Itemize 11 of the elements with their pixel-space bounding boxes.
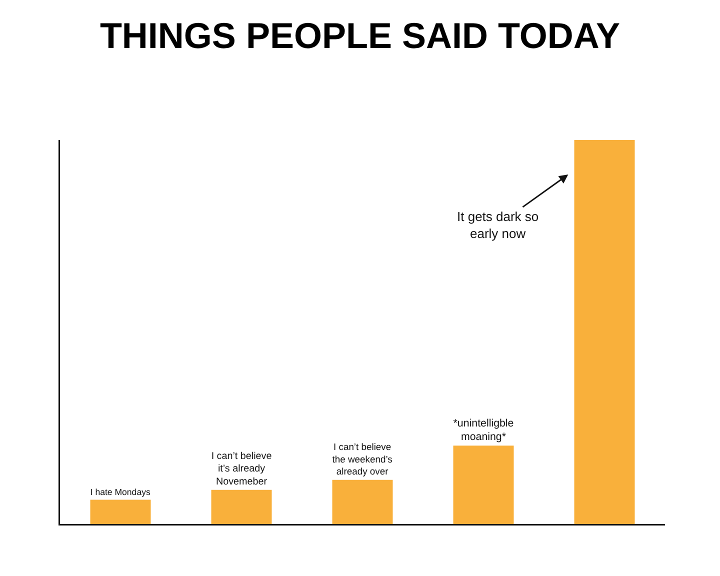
x-tick-label: I can’t believe the weekend’s already over bbox=[332, 441, 393, 477]
x-tick-label: I hate Mondays bbox=[90, 486, 151, 497]
x-tick-label: I can’t believe it’s already Novemeber bbox=[211, 450, 272, 488]
chart-title: THINGS PEOPLE SAID TODAY bbox=[100, 15, 620, 56]
bar bbox=[90, 500, 151, 524]
bar bbox=[332, 480, 393, 524]
bar bbox=[574, 140, 635, 524]
bar bbox=[453, 446, 514, 524]
bar bbox=[211, 490, 272, 524]
annotation: It gets dark so early now bbox=[457, 209, 539, 241]
category-label: *unintelligble moaning* bbox=[453, 417, 514, 444]
